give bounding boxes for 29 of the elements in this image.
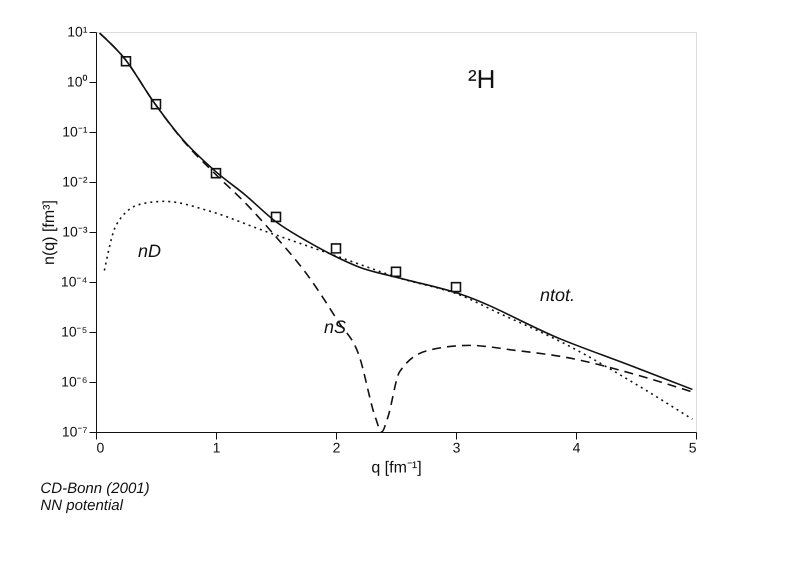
text: NN potential (40, 497, 124, 514)
y-tick-label: 10⁻¹ (62, 124, 88, 140)
x-tick-label: 3 (452, 440, 461, 456)
y-tick-label: 10⁻⁷ (62, 424, 88, 440)
x-tick-label: 5 (688, 440, 697, 456)
point (120, 56, 132, 67)
point (390, 266, 402, 278)
x-tick-label: 4 (572, 440, 581, 456)
point (150, 98, 162, 110)
annotation: ²H (468, 64, 496, 94)
y-tick-label: 10⁻³ (62, 224, 88, 240)
x-axis-title: q [fm⁻¹] (371, 460, 422, 476)
text: CD-Bonn (2001) (40, 480, 150, 497)
y-axis-title: n(q) [fm³] (40, 200, 58, 265)
x-tick-label: 0 (96, 440, 104, 456)
y-tick-label: 10⁰ (66, 74, 88, 90)
point (450, 282, 462, 292)
y-tick-label: 10⁻² (62, 174, 88, 190)
point (210, 168, 222, 178)
y-tick-label: 10⁻⁴ (60, 274, 88, 290)
annotation: nD (138, 241, 162, 261)
annotation: ntot. (540, 285, 576, 305)
x-tick-label: 2 (332, 440, 341, 456)
x-tick-label: 1 (212, 440, 221, 456)
y-tick-label: 10¹ (67, 24, 88, 40)
y-tick-label: 10⁻⁶ (61, 374, 88, 390)
y-tick-label: 10⁻⁵ (61, 324, 88, 340)
point (270, 212, 282, 222)
point (330, 243, 342, 254)
